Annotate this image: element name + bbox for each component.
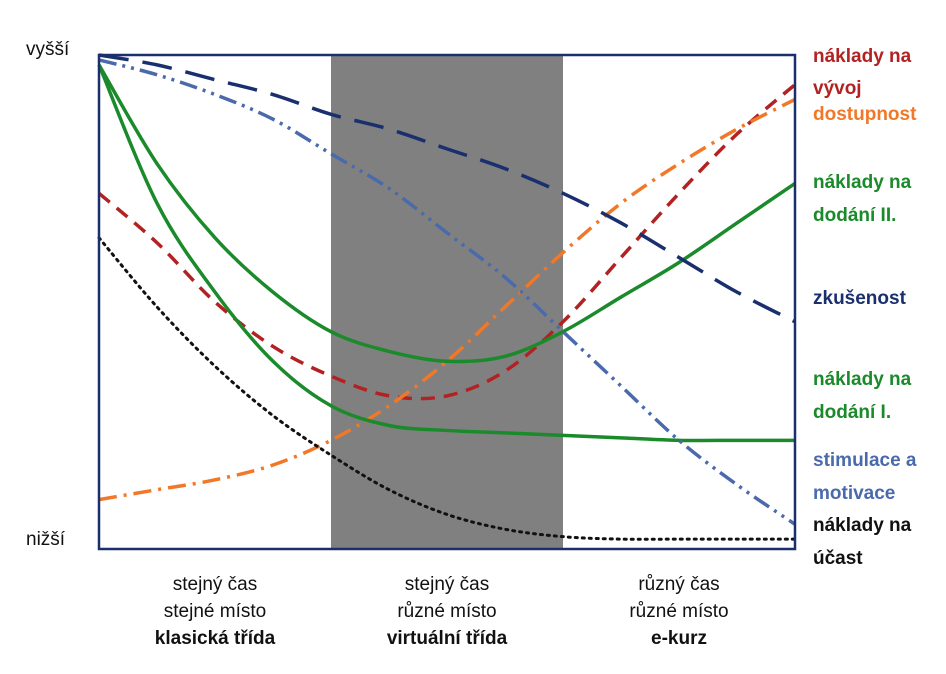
series-line-0 [97,83,797,401]
y-axis-bottom-label: nižší [26,529,66,550]
x-group-0-line-1: stejné místo [164,601,266,622]
x-group-2-line-0: různý čas [638,574,719,595]
x-group-2-line-1: různé místo [629,601,728,622]
x-group-2-line-2: e-kurz [651,628,707,649]
legend-label-5-0: stimulace a [813,450,917,471]
x-group-1-line-0: stejný čas [405,574,489,595]
x-group-0-line-2: klasická třída [155,628,276,649]
legend-label-6-0: náklady na [813,515,912,536]
plot-frame [97,53,797,551]
legend-label-0-0: náklady na [813,46,912,67]
y-axis-top-label: vyšší [26,39,70,60]
legend-label-6-1: účast [813,548,863,569]
legend-label-2-0: náklady na [813,172,912,193]
legend-label-2-1: dodání II. [813,205,896,226]
legend-label-4-0: náklady na [813,369,912,390]
series-line-1 [98,97,796,502]
series-line-2 [97,63,796,364]
legend-label-4-1: dodání I. [813,402,891,423]
legend-label-5-1: motivace [813,483,895,504]
shaded-region-virtual [331,55,563,549]
legend-label-1-0: dostupnost [813,104,917,125]
x-group-0-line-0: stejný čas [173,574,257,595]
series-line-3 [98,53,796,324]
legend-label-3-0: zkušenost [813,288,907,309]
legend-label-0-1: vývoj [813,78,862,99]
x-group-1-line-2: virtuální třída [387,628,508,649]
x-group-1-line-1: různé místo [397,601,496,622]
series-line-4 [97,64,795,443]
